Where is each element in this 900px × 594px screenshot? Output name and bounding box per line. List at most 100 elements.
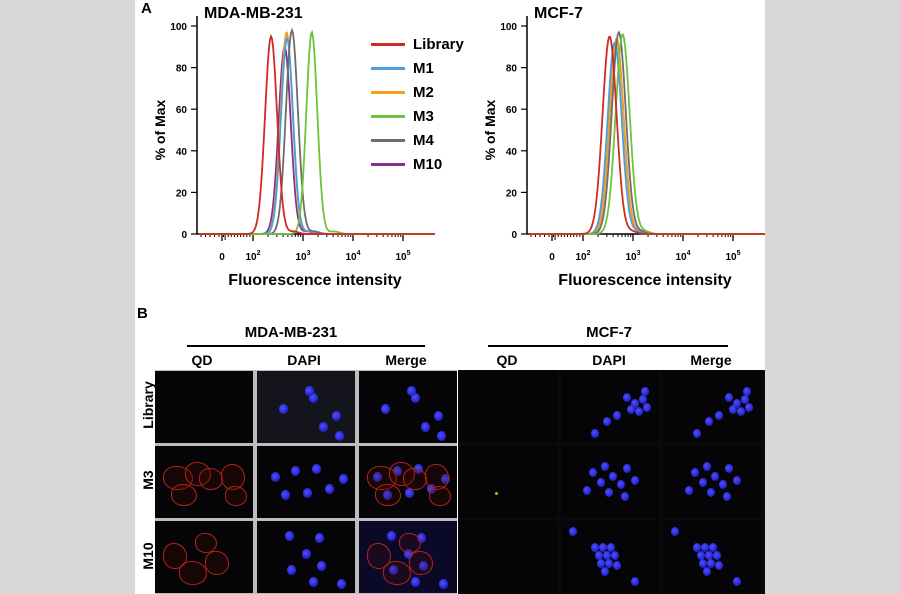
group-title-mcf-7: MCF-7	[586, 324, 632, 341]
nucleus	[693, 429, 701, 439]
nucleus	[601, 567, 609, 577]
qd-stained-cell	[409, 551, 433, 575]
group-rule-mda	[187, 345, 425, 347]
nucleus	[613, 411, 621, 421]
nucleus	[627, 405, 635, 415]
nucleus	[631, 577, 639, 587]
legend-swatch	[371, 114, 405, 118]
micrograph-tile	[257, 371, 355, 443]
micrograph-tile	[561, 446, 659, 518]
nucleus	[623, 464, 631, 474]
legend-entry: M4	[371, 128, 481, 152]
nucleus	[303, 488, 312, 499]
nucleus	[405, 488, 414, 499]
nucleus	[713, 551, 721, 561]
qd-stained-cell	[171, 484, 197, 506]
series-line-m1	[529, 41, 765, 235]
qd-stained-cell	[375, 484, 401, 506]
nucleus	[719, 480, 727, 490]
series-line-library	[529, 35, 765, 235]
micrograph-tile	[359, 521, 457, 593]
nucleus	[309, 577, 318, 588]
nucleus	[709, 543, 717, 553]
nucleus	[737, 407, 745, 417]
nucleus	[291, 466, 300, 477]
qd-stained-cell	[195, 533, 217, 553]
nucleus	[623, 393, 631, 403]
col-head-dapi: DAPI	[592, 352, 626, 368]
chart-title: MCF-7	[534, 5, 583, 22]
legend-entry: M10	[371, 152, 481, 176]
x-tick-label: 102	[575, 250, 590, 263]
micrograph-tile	[663, 371, 761, 443]
micrograph-tile	[663, 446, 761, 518]
qd-stained-cell	[383, 561, 411, 585]
histogram-mda-mb-231: MDA-MB-231 0 20 40 60 80 100 % of Max 0 102 103 104…	[152, 5, 435, 289]
nucleus	[703, 462, 711, 472]
histogram-mcf-7: MCF-7 0 20 40 60 80 100 % of Max 0 102 103 104 105 Fl…	[482, 5, 765, 289]
qd-stained-cell	[399, 533, 421, 553]
qd-stained-cell	[221, 464, 245, 490]
qd-stained-cell	[179, 561, 207, 585]
nucleus	[339, 474, 348, 485]
micrograph-tile	[155, 446, 253, 518]
nucleus	[439, 579, 448, 590]
legend-swatch	[371, 66, 405, 70]
nucleus	[411, 577, 420, 588]
qd-stained-cell	[199, 468, 223, 490]
col-head-qd: QD	[496, 352, 518, 368]
nucleus	[697, 551, 705, 561]
nucleus	[407, 386, 416, 397]
nucleus	[591, 543, 599, 553]
micrograph-tile	[459, 446, 557, 518]
legend-entry: M1	[371, 56, 481, 80]
legend-swatch	[371, 162, 405, 166]
legend-label: M2	[413, 83, 434, 101]
micrograph-tile	[561, 521, 659, 593]
nucleus	[302, 549, 311, 560]
micrograph-tile	[155, 521, 253, 593]
x-tick-label: 104	[675, 250, 690, 263]
x-tick-label: 105	[395, 250, 410, 263]
nucleus	[701, 543, 709, 553]
nucleus	[312, 464, 321, 475]
nucleus	[605, 488, 613, 498]
nucleus	[411, 393, 420, 404]
nucleus	[325, 484, 334, 495]
legend-entry: Library	[371, 32, 481, 56]
y-tick-label: 60	[176, 105, 188, 116]
nucleus	[287, 565, 296, 576]
panel-b-letter: B	[137, 305, 148, 322]
y-tick-label: 60	[506, 105, 518, 116]
nucleus	[601, 462, 609, 472]
nucleus	[317, 561, 326, 572]
legend-entry: M2	[371, 80, 481, 104]
nucleus	[733, 577, 741, 587]
y-tick-label: 80	[506, 64, 518, 75]
nucleus	[707, 559, 715, 569]
y-tick-label: 20	[176, 188, 188, 199]
nucleus	[569, 527, 577, 537]
y-tick-label: 100	[500, 22, 517, 33]
col-head-merge: Merge	[385, 352, 427, 368]
qd-stained-cell	[429, 486, 451, 506]
qd-stained-cell	[425, 464, 449, 490]
x-tick-label: 103	[295, 250, 310, 263]
nucleus	[591, 429, 599, 439]
nucleus	[691, 468, 699, 478]
row-head-library: Library	[140, 381, 156, 429]
micrograph-tile	[459, 371, 557, 443]
y-tick-label: 0	[511, 230, 517, 241]
chart-title: MDA-MB-231	[204, 5, 303, 22]
nucleus	[711, 472, 719, 482]
nucleus	[271, 472, 280, 483]
nucleus	[335, 431, 344, 442]
legend-entry: M3	[371, 104, 481, 128]
col-head-merge: Merge	[690, 352, 732, 368]
nucleus	[609, 472, 617, 482]
legend-swatch	[371, 42, 405, 46]
y-tick-label: 40	[176, 147, 188, 158]
micrograph-tile	[359, 371, 457, 443]
nucleus	[309, 393, 318, 404]
nucleus	[699, 478, 707, 488]
